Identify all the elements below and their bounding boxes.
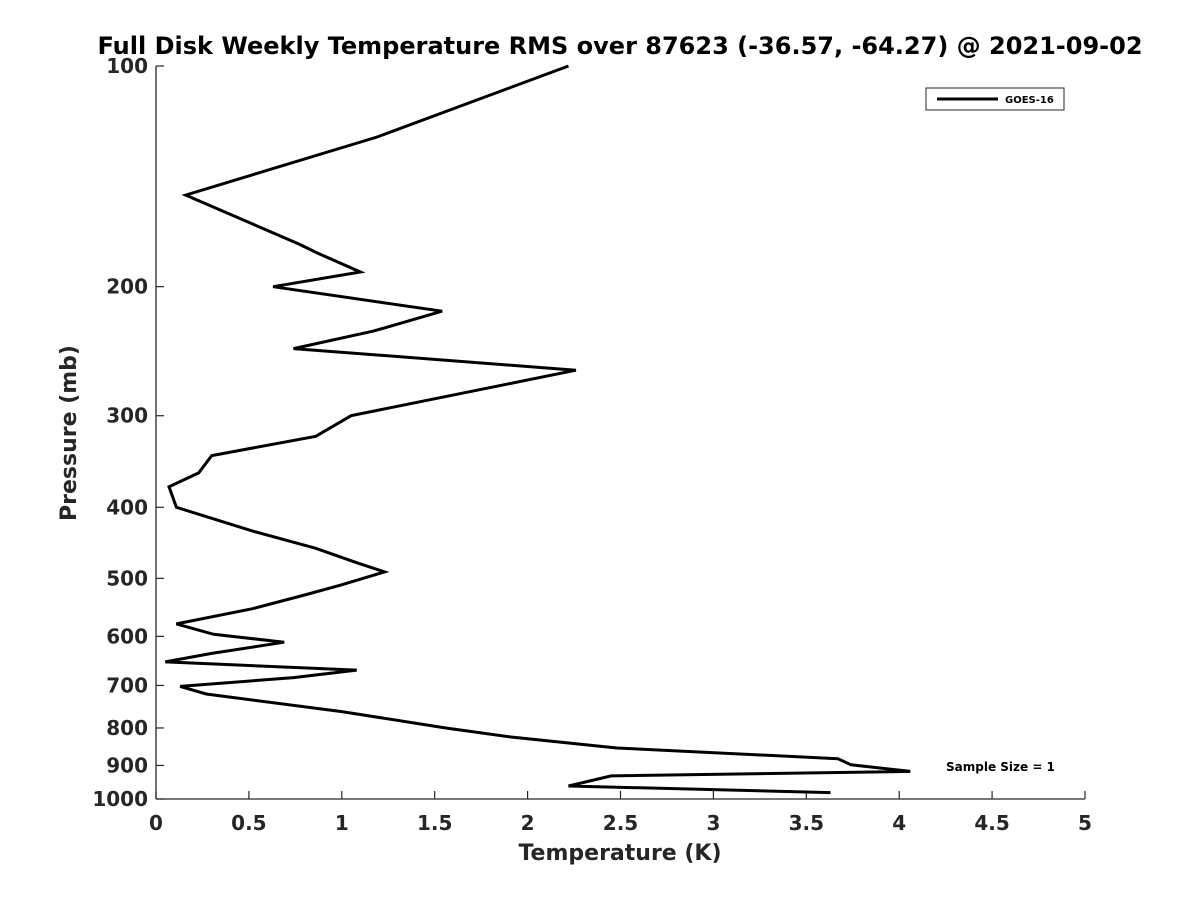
y-axis-label: Pressure (mb) — [57, 345, 82, 521]
x-tick-label: 4 — [892, 811, 906, 835]
y-tick-label: 600 — [106, 624, 148, 648]
y-tick-label: 1000 — [92, 787, 148, 811]
y-tick-label: 200 — [106, 275, 148, 299]
x-tick-label: 2.5 — [603, 811, 638, 835]
y-tick-label: 300 — [106, 404, 148, 428]
y-tick-label: 800 — [106, 716, 148, 740]
y-tick-label: 500 — [106, 566, 148, 590]
series-group — [165, 64, 911, 795]
series-line-goes-16 — [165, 64, 911, 795]
x-tick-label: 2 — [521, 811, 535, 835]
y-tick-label: 700 — [106, 673, 148, 697]
y-tick-label: 400 — [106, 495, 148, 519]
x-tick-label: 1 — [335, 811, 349, 835]
x-axis-label: Temperature (K) — [518, 841, 721, 866]
y-axis-ticks: 100 200 300 400 500 600 700 800 900 1000 — [92, 54, 164, 811]
x-tick-label: 0 — [149, 811, 163, 835]
legend-label-goes-16: GOES-16 — [1005, 95, 1054, 106]
x-tick-label: 3 — [706, 811, 720, 835]
x-tick-label: 4.5 — [974, 811, 1009, 835]
x-tick-label: 5 — [1078, 811, 1092, 835]
x-tick-label: 3.5 — [789, 811, 824, 835]
y-tick-label: 100 — [106, 54, 148, 78]
sample-size-annotation: Sample Size = 1 — [946, 760, 1055, 774]
x-axis-ticks: 0 0.5 1 1.5 2 2.5 3 3.5 4 4.5 5 — [149, 791, 1092, 835]
y-tick-label: 900 — [106, 753, 148, 777]
legend: GOES-16 — [925, 87, 1065, 111]
x-tick-label: 0.5 — [231, 811, 266, 835]
x-tick-label: 1.5 — [417, 811, 452, 835]
chart-title: Full Disk Weekly Temperature RMS over 87… — [97, 32, 1142, 60]
